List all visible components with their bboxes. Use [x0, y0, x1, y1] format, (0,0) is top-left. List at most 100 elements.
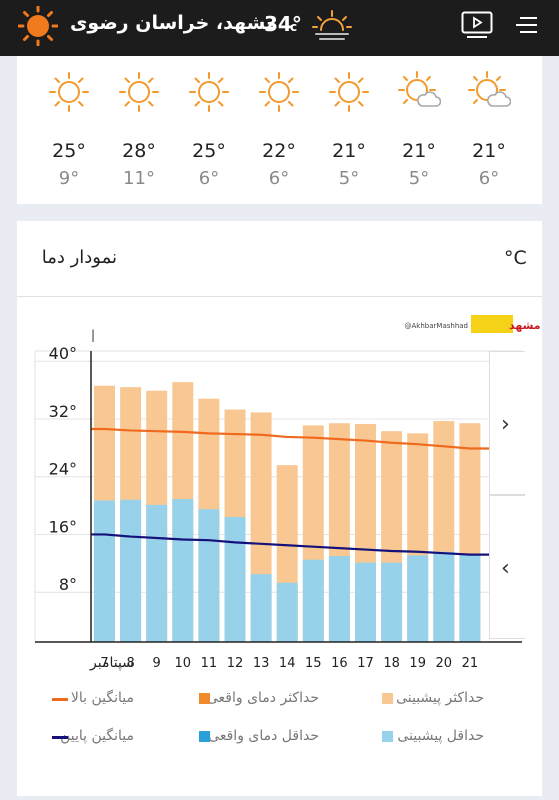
x-tick-label: 10: [175, 656, 192, 671]
unit-toggle[interactable]: °C: [504, 247, 527, 269]
forecast-min-bar: [146, 504, 168, 642]
forecast-min-bar: [198, 509, 220, 642]
y-axis-ticks: 40° 32° 24° 16° 8°: [49, 344, 77, 594]
sunset-icon: [312, 10, 352, 40]
chart-title: نمودار دما: [41, 247, 117, 268]
forecast-day: 25° 6°: [179, 66, 239, 196]
forecast-high: 25°: [52, 140, 86, 162]
x-tick-label: 9: [153, 656, 161, 671]
x-tick-label: 14: [279, 656, 296, 671]
forecast-min-bar: [355, 562, 376, 642]
forecast-low: 5°: [338, 168, 360, 189]
x-tick-label: 20: [436, 656, 453, 671]
x-tick-label: 13: [253, 656, 270, 671]
forecast-min-bar: [328, 556, 350, 642]
legend-label: حداقل دمای واقعی: [208, 728, 319, 744]
forecast-low: 9°: [58, 168, 80, 189]
forecast-min-bar: [94, 500, 115, 642]
x-tick-label: 11: [201, 656, 218, 671]
y-tick-label: 32°: [49, 402, 77, 421]
svg-text:مشهد: مشهد: [509, 319, 541, 332]
forecast-min-bar: [381, 562, 403, 642]
x-tick-label: 8: [126, 656, 134, 671]
location-label: مشهد، خراسان رضوی: [70, 12, 278, 34]
forecast-low: 6°: [268, 168, 290, 189]
legend-label: حداقل پیشبینی: [397, 728, 484, 744]
forecast-high: 21°: [402, 140, 436, 162]
chevron-left-icon: ‹: [501, 556, 510, 581]
temperature-chart-card: نمودار دما °C مشهد @AkhbarMashhad | 40° 3…: [17, 221, 542, 796]
daily-forecast: 25° 9° 28° 11° 25° 6° 22° 6° 21° 5° 21° …: [17, 56, 542, 204]
sun-icon: [49, 72, 89, 112]
x-tick-label: 19: [409, 656, 426, 671]
forecast-high: 21°: [332, 140, 366, 162]
temperature-unit: c: [290, 20, 298, 34]
y-tick-label: 40°: [49, 344, 77, 363]
y-tick-label: 8°: [59, 575, 77, 594]
watermark-text: @AkhbarMashhad: [405, 322, 468, 330]
chevron-right-icon: ›: [501, 412, 510, 437]
tv-icon[interactable]: [461, 11, 493, 39]
forecast-low: 11°: [123, 168, 155, 189]
x-tick-label: 18: [383, 656, 400, 671]
forecast-low: 5°: [408, 168, 430, 189]
news-logo: مشهد: [471, 315, 541, 333]
legend-line-swatch: [52, 736, 68, 739]
forecast-high: 25°: [192, 140, 226, 162]
sun-icon: [329, 72, 369, 112]
legend-color-swatch: [382, 731, 393, 742]
forecast-min-bar: [172, 499, 194, 642]
forecast-low: 6°: [198, 168, 220, 189]
legend-label: میانگین پایین: [60, 728, 134, 744]
x-tick-label: 16: [331, 656, 348, 671]
forecast-min-bar: [407, 555, 429, 642]
x-tick-label: 7: [100, 656, 108, 671]
x-tick-label: 21: [462, 656, 479, 671]
legend-line-swatch: [52, 698, 68, 701]
forecast-day: 22° 6°: [249, 66, 309, 196]
sun-icon: [18, 6, 58, 46]
forecast-min-bars: [94, 499, 481, 642]
temperature-chart: مشهد @AkhbarMashhad | 40° 32° 24° 16° 8° 7 8 9…: [34, 315, 541, 671]
partly-cloudy-icon: [468, 71, 511, 107]
average-lines: [91, 427, 489, 556]
forecast-day: 25° 9°: [39, 66, 99, 196]
start-marker: |: [91, 328, 95, 342]
menu-icon[interactable]: [516, 16, 538, 34]
average-low-line: [91, 533, 489, 556]
forecast-low: 6°: [478, 168, 500, 189]
forecast-min-bar: [250, 574, 272, 642]
average-high-line: [91, 427, 489, 450]
x-axis-label: سپتامبر: [89, 655, 134, 671]
forecast-min-bar: [276, 582, 298, 642]
forecast-min-bar: [459, 553, 481, 642]
legend-color-swatch: [199, 731, 210, 742]
partly-cloudy-icon: [398, 71, 441, 107]
sun-icon: [119, 72, 159, 112]
divider: [17, 296, 542, 297]
forecast-day: 28° 11°: [109, 66, 169, 196]
forecast-day: 21° 5°: [319, 66, 379, 196]
current-temperature: 34°: [264, 12, 302, 36]
forecast-high: 28°: [122, 140, 156, 162]
x-tick-label: 17: [357, 656, 374, 671]
sun-icon: [189, 72, 229, 112]
forecast-day: 21° 5°: [389, 66, 449, 196]
forecast-high: 21°: [472, 140, 506, 162]
forecast-min-bar: [120, 499, 142, 642]
prev-button[interactable]: ‹: [489, 495, 525, 639]
legend-label: میانگین بالا: [70, 690, 134, 706]
legend-color-swatch: [382, 693, 393, 704]
forecast-min-bar: [433, 551, 455, 642]
y-tick-label: 24°: [49, 460, 77, 479]
x-tick-label: 12: [227, 656, 244, 671]
forecast-high: 22°: [262, 140, 296, 162]
legend-label: حداکثر دمای واقعی: [206, 690, 319, 706]
forecast-min-bar: [302, 559, 324, 642]
forecast-min-bar: [224, 517, 246, 642]
x-tick-label: 15: [305, 656, 322, 671]
app-header: مشهد، خراسان رضوی 34° c: [0, 0, 559, 56]
x-axis-ticks: 7 8 9 10 11 12 13 14 15 16 17 18 19 20 21: [100, 656, 478, 671]
next-button[interactable]: ›: [489, 351, 525, 495]
sun-icon: [259, 72, 299, 112]
